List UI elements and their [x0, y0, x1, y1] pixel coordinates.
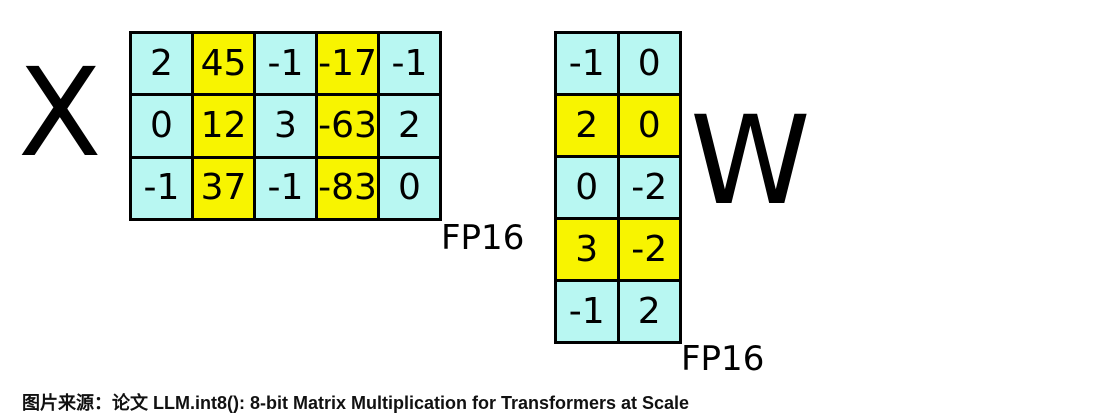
matrix-x-cell-r2-c0: -1 — [132, 158, 191, 218]
matrix-x-cell-r0-c3: -17 — [318, 34, 377, 94]
matrix-w-cell-r2-c0: 0 — [557, 158, 617, 217]
matrix-x-cell-r1-c2: 3 — [256, 96, 315, 156]
matrix-x-cell-r2-c2: -1 — [256, 158, 315, 218]
matrix-x: 2 45 -1 -17 -1 0 12 3 -63 2 -1 37 -1 -83 0 — [129, 31, 442, 221]
matrix-x-cell-r2-c4: 0 — [380, 158, 439, 218]
matrix-x-cell-r0-c0: 2 — [132, 34, 191, 94]
matrix-w-cell-r1-c1: 0 — [619, 96, 679, 155]
matrix-w-cell-r4-c0: -1 — [557, 282, 617, 341]
matrix-w-cell-r2-c1: -2 — [619, 158, 679, 217]
matrix-w-cell-r3-c0: 3 — [557, 220, 617, 279]
matrix-x-cell-r1-c3: -63 — [318, 96, 377, 156]
matrix-w-cell-r1-c0: 2 — [557, 96, 617, 155]
matrix-x-label: X — [18, 42, 102, 184]
matrix-x-precision-label: FP16 — [441, 218, 525, 258]
matrix-x-cell-r2-c3: -83 — [318, 158, 377, 218]
matrix-x-cell-r2-c1: 37 — [194, 158, 253, 218]
matrix-w-cell-r0-c0: -1 — [557, 34, 617, 93]
matrix-x-cell-r1-c0: 0 — [132, 96, 191, 156]
matrix-w-precision-label: FP16 — [681, 339, 765, 379]
matrix-x-cell-r0-c1: 45 — [194, 34, 253, 94]
image-source-caption: 图片来源：论文 LLM.int8(): 8-bit Matrix Multipl… — [22, 393, 690, 413]
matrix-x-cell-r1-c1: 12 — [194, 96, 253, 156]
matrix-x-cell-r0-c2: -1 — [256, 34, 315, 94]
matrix-x-cell-r1-c4: 2 — [380, 96, 439, 156]
matrix-x-cell-r0-c4: -1 — [380, 34, 439, 94]
matrix-w-cell-r3-c1: -2 — [619, 220, 679, 279]
matrix-w-cell-r0-c1: 0 — [619, 34, 679, 93]
matrix-w-label: W — [690, 90, 811, 232]
matrix-w: -1 0 2 0 0 -2 3 -2 -1 2 — [554, 31, 682, 344]
matrix-w-cell-r4-c1: 2 — [619, 282, 679, 341]
